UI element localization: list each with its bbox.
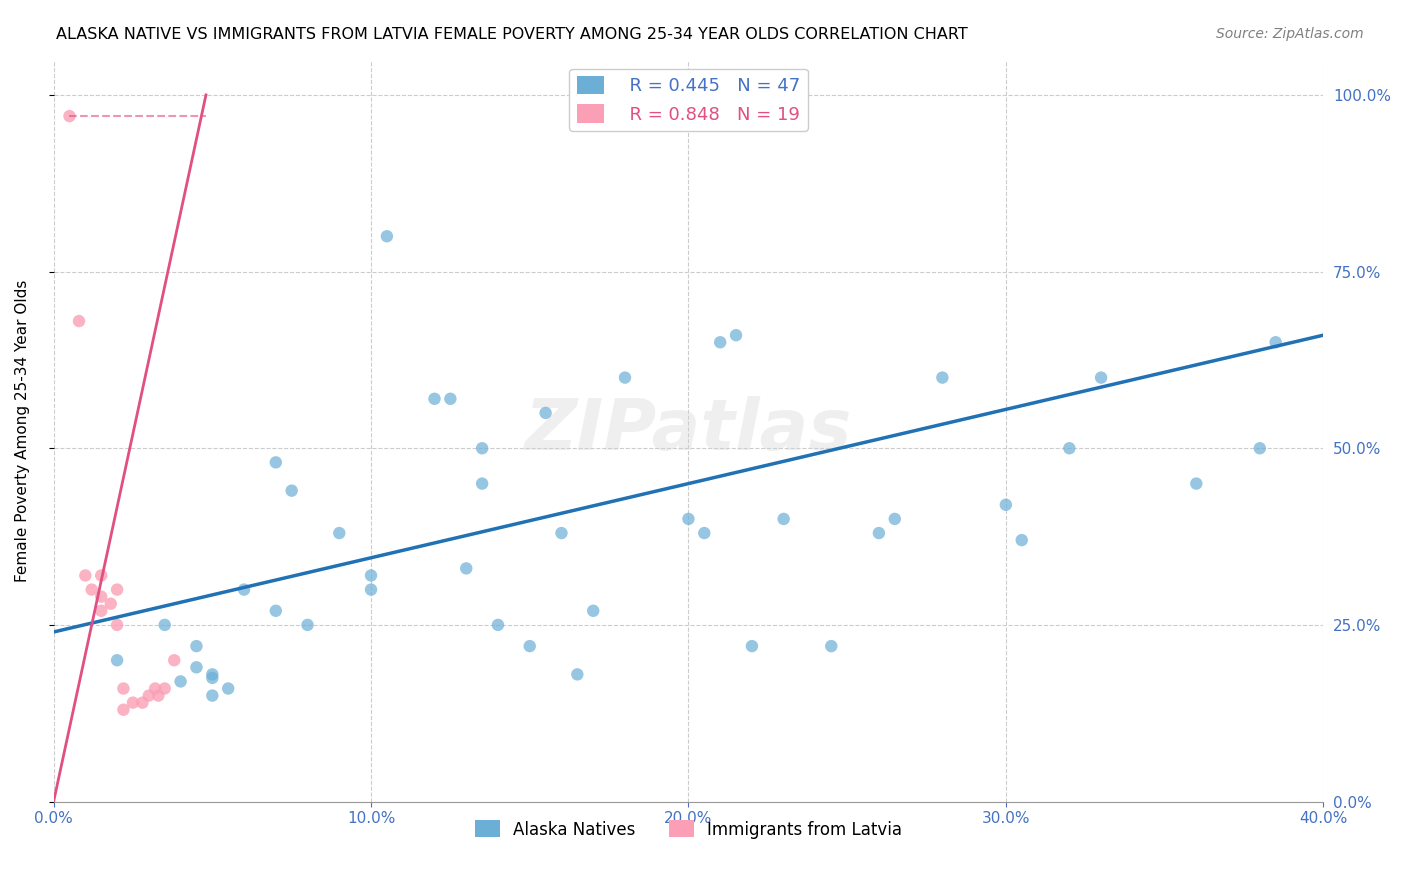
- Point: [1249, 442, 1271, 456]
- Point: [138, 689, 160, 703]
- Point: [112, 681, 135, 696]
- Point: [567, 667, 589, 681]
- Point: [1011, 533, 1033, 548]
- Point: [994, 498, 1017, 512]
- Point: [423, 392, 446, 406]
- Point: [90, 590, 112, 604]
- Point: [75, 568, 97, 582]
- Point: [375, 229, 398, 244]
- Point: [678, 512, 700, 526]
- Point: [471, 476, 494, 491]
- Point: [169, 674, 191, 689]
- Point: [297, 618, 319, 632]
- Point: [201, 671, 224, 685]
- Point: [471, 442, 494, 456]
- Point: [534, 406, 557, 420]
- Point: [264, 604, 287, 618]
- Point: [163, 653, 186, 667]
- Point: [820, 639, 842, 653]
- Text: Source: ZipAtlas.com: Source: ZipAtlas.com: [1216, 27, 1364, 41]
- Point: [1090, 370, 1112, 384]
- Point: [201, 689, 224, 703]
- Point: [1264, 335, 1286, 350]
- Point: [693, 526, 716, 541]
- Point: [112, 703, 135, 717]
- Point: [931, 370, 953, 384]
- Point: [1185, 476, 1208, 491]
- Point: [100, 597, 122, 611]
- Point: [217, 681, 239, 696]
- Point: [105, 653, 128, 667]
- Point: [90, 568, 112, 582]
- Point: [105, 618, 128, 632]
- Point: [264, 455, 287, 469]
- Text: ALASKA NATIVE VS IMMIGRANTS FROM LATVIA FEMALE POVERTY AMONG 25-34 YEAR OLDS COR: ALASKA NATIVE VS IMMIGRANTS FROM LATVIA …: [56, 27, 967, 42]
- Point: [582, 604, 605, 618]
- Point: [105, 582, 128, 597]
- Point: [772, 512, 794, 526]
- Point: [550, 526, 572, 541]
- Point: [90, 604, 112, 618]
- Point: [80, 582, 103, 597]
- Legend: Alaska Natives, Immigrants from Latvia: Alaska Natives, Immigrants from Latvia: [468, 814, 908, 846]
- Point: [519, 639, 541, 653]
- Point: [67, 314, 90, 328]
- Y-axis label: Female Poverty Among 25-34 Year Olds: Female Poverty Among 25-34 Year Olds: [15, 279, 30, 582]
- Point: [328, 526, 350, 541]
- Point: [143, 681, 166, 696]
- Point: [486, 618, 509, 632]
- Point: [868, 526, 890, 541]
- Point: [741, 639, 763, 653]
- Point: [233, 582, 256, 597]
- Point: [360, 568, 382, 582]
- Point: [280, 483, 302, 498]
- Point: [725, 328, 748, 343]
- Point: [360, 582, 382, 597]
- Point: [439, 392, 461, 406]
- Point: [131, 696, 153, 710]
- Point: [613, 370, 636, 384]
- Point: [456, 561, 478, 575]
- Point: [709, 335, 731, 350]
- Point: [1059, 442, 1081, 456]
- Point: [122, 696, 145, 710]
- Point: [153, 618, 176, 632]
- Point: [186, 660, 208, 674]
- Point: [58, 109, 80, 123]
- Point: [201, 667, 224, 681]
- Point: [148, 689, 170, 703]
- Point: [883, 512, 905, 526]
- Point: [153, 681, 176, 696]
- Point: [186, 639, 208, 653]
- Text: ZIPatlas: ZIPatlas: [524, 396, 852, 465]
